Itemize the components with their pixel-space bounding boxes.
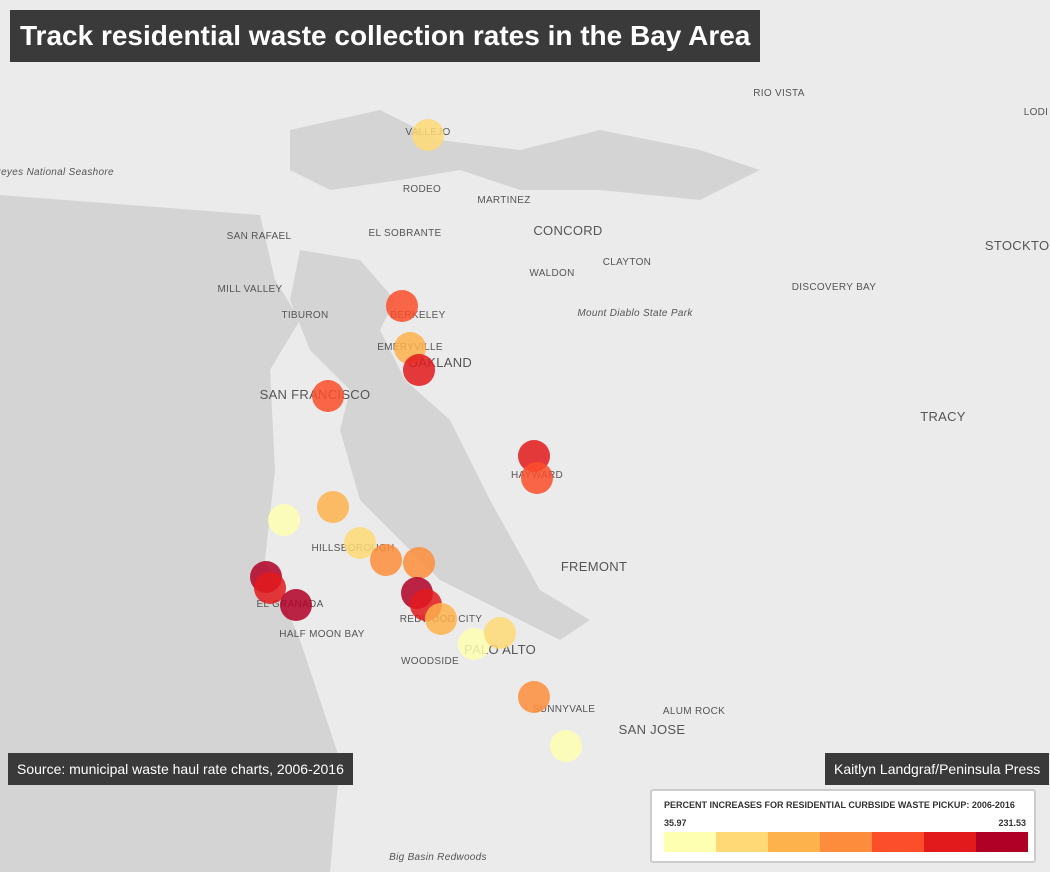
legend-title: PERCENT INCREASES FOR RESIDENTIAL CURBSI… <box>664 800 1015 810</box>
source: Source: municipal waste haul rate charts… <box>8 753 353 785</box>
place-label: BERKELEY <box>390 310 445 321</box>
place-label: STOCKTON <box>985 238 1050 253</box>
place-label: MILL VALLEY <box>218 284 283 295</box>
place-label: ALUM ROCK <box>663 706 725 717</box>
marker[interactable] <box>484 617 516 649</box>
marker[interactable] <box>280 589 312 621</box>
place-label: SAN RAFAEL <box>227 231 292 242</box>
place-label: CLAYTON <box>603 257 651 268</box>
marker[interactable] <box>403 354 435 386</box>
place-label: TRACY <box>920 409 966 424</box>
credit: Kaitlyn Landgraf/Peninsula Press <box>825 753 1050 785</box>
place-label: CONCORD <box>533 223 602 238</box>
place-label: TIBURON <box>281 310 328 321</box>
legend-bin <box>872 832 924 852</box>
marker[interactable] <box>458 628 490 660</box>
legend-bin <box>664 832 716 852</box>
place-label: Point Reyes National Seashore <box>0 167 114 178</box>
place-label: Mount Diablo State Park <box>577 308 693 319</box>
legend-bin <box>820 832 872 852</box>
marker[interactable] <box>550 730 582 762</box>
place-label: Big Basin Redwoods <box>389 852 487 863</box>
title: Track residential waste collection rates… <box>10 10 761 62</box>
place-label: LODI <box>1024 107 1049 118</box>
legend-bin <box>768 832 820 852</box>
marker[interactable] <box>344 527 376 559</box>
ocean <box>0 195 340 872</box>
legend-scale <box>664 832 1028 852</box>
marker[interactable] <box>254 572 286 604</box>
legend-min: 35.97 <box>664 818 687 828</box>
place-label: FREMONT <box>561 559 627 574</box>
marker[interactable] <box>521 462 553 494</box>
legend-bin <box>924 832 976 852</box>
place-label: SUNNYVALE <box>533 704 596 715</box>
place-label: RIO VISTA <box>753 88 804 99</box>
bay <box>290 250 590 640</box>
legend-max: 231.53 <box>998 818 1026 828</box>
marker[interactable] <box>518 681 550 713</box>
marker[interactable] <box>312 380 344 412</box>
place-label: SAN JOSE <box>619 722 686 737</box>
marker[interactable] <box>425 603 457 635</box>
place-label: RODEO <box>403 184 441 195</box>
place-label: EL SOBRANTE <box>369 228 442 239</box>
legend: PERCENT INCREASES FOR RESIDENTIAL CURBSI… <box>650 789 1036 863</box>
marker[interactable] <box>412 119 444 151</box>
place-label: WALDON <box>529 268 574 279</box>
legend-bin <box>976 832 1028 852</box>
marker[interactable] <box>386 290 418 322</box>
san-pablo-bay <box>290 110 760 200</box>
marker[interactable] <box>403 547 435 579</box>
place-label: DISCOVERY BAY <box>792 282 877 293</box>
marker[interactable] <box>370 544 402 576</box>
place-label: MARTINEZ <box>477 195 530 206</box>
marker[interactable] <box>268 504 300 536</box>
marker[interactable] <box>317 491 349 523</box>
legend-bin <box>716 832 768 852</box>
place-label: HALF MOON BAY <box>279 629 364 640</box>
place-label: WOODSIDE <box>401 656 459 667</box>
